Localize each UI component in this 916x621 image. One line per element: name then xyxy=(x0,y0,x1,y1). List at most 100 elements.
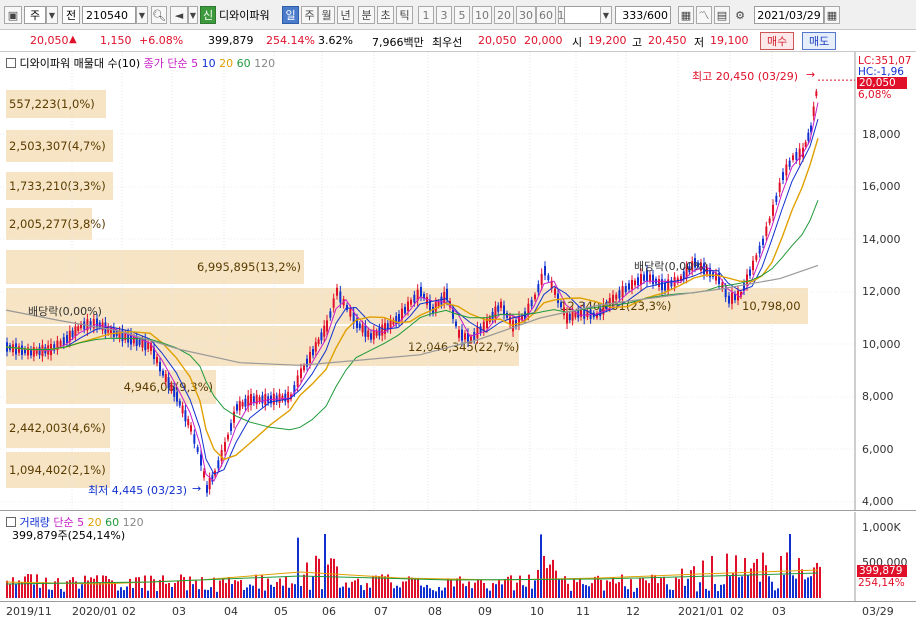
stock-name: 디와이파워 xyxy=(217,6,279,24)
volume-bar xyxy=(429,588,431,598)
buy-button[interactable]: 매수 xyxy=(760,32,795,50)
volume-bar xyxy=(291,583,293,598)
period-tab[interactable]: 초 xyxy=(377,6,394,24)
line-chart-icon[interactable]: 〽 xyxy=(696,6,712,24)
candle-body xyxy=(804,142,807,147)
high-label: 고 xyxy=(632,36,643,49)
volume-bar xyxy=(591,583,593,598)
volume-bar xyxy=(27,574,29,598)
sell-button[interactable]: 매도 xyxy=(802,32,837,50)
volume-bar xyxy=(621,574,623,598)
candle-body xyxy=(547,275,550,281)
ma5-label: 5 xyxy=(191,57,199,70)
stock-code-input[interactable]: 210540 xyxy=(82,6,136,24)
market-select[interactable]: 주 xyxy=(24,6,46,24)
market2-select[interactable]: 전 xyxy=(62,6,80,24)
candle-body xyxy=(92,319,95,329)
interval-dropdown-icon[interactable]: ▼ xyxy=(600,6,612,24)
interval-button[interactable]: 5 xyxy=(454,6,470,24)
interval-button[interactable]: 1 xyxy=(418,6,434,24)
volume-bar xyxy=(807,577,809,598)
volume-bar xyxy=(582,584,584,598)
speaker-icon[interactable]: ◄ xyxy=(170,6,188,24)
speaker-dropdown-icon[interactable]: ▼ xyxy=(188,6,198,24)
pane-icon[interactable] xyxy=(6,58,16,68)
volume-bar xyxy=(105,575,107,598)
price-chart-pane[interactable] xyxy=(0,52,916,511)
volume-bar xyxy=(588,586,590,598)
volume-bar xyxy=(123,590,125,598)
volume-bar xyxy=(522,585,524,598)
volume-bar xyxy=(219,580,221,598)
period-tab[interactable]: 월 xyxy=(318,6,335,24)
volume-bar xyxy=(45,577,47,598)
price-pane-header: 디와이파워 매물대 수(10) 종가 단순 5 10 20 60 120 xyxy=(6,55,275,71)
low-label: 저 xyxy=(694,36,705,49)
interval-button[interactable]: 10 xyxy=(472,6,492,24)
count-display[interactable]: 333/600 xyxy=(615,6,671,24)
volume-bar xyxy=(573,579,575,598)
candle-body xyxy=(486,318,488,328)
code-dropdown-icon[interactable]: ▼ xyxy=(136,6,148,24)
volume-bar xyxy=(465,586,467,598)
pane-icon[interactable] xyxy=(6,517,16,527)
volume-bar xyxy=(276,582,278,598)
interval-button[interactable]: 30 xyxy=(516,6,536,24)
interval-button[interactable]: 3 xyxy=(436,6,452,24)
candle-body xyxy=(521,315,523,321)
market-dropdown-icon[interactable]: ▼ xyxy=(46,6,58,24)
period-tab[interactable]: 년 xyxy=(337,6,354,24)
candle-body xyxy=(264,393,267,406)
volume-bar xyxy=(669,589,671,598)
candle-body xyxy=(785,164,788,176)
volume-bar xyxy=(363,590,365,598)
period-tab[interactable]: 주 xyxy=(301,6,318,24)
volume-bar xyxy=(426,584,428,598)
candle-body xyxy=(743,283,745,292)
interval-button[interactable]: 60 xyxy=(536,6,556,24)
volume-bar xyxy=(525,586,527,598)
candle-body xyxy=(150,342,152,351)
candle-body xyxy=(423,293,425,299)
date-input[interactable]: 2021/03/29 xyxy=(754,6,824,24)
new-badge-text: 신 xyxy=(202,9,214,22)
interval-button[interactable]: 20 xyxy=(494,6,514,24)
candle-body xyxy=(612,294,614,305)
volume-bar xyxy=(399,587,401,598)
search-icon[interactable]: 🔍︎ xyxy=(151,6,167,24)
candle-body xyxy=(812,106,815,116)
candle-body xyxy=(628,283,630,290)
period-tab[interactable]: 분 xyxy=(358,6,375,24)
candle-body xyxy=(792,155,794,161)
volume-bar xyxy=(636,587,638,598)
best-ask: 20,050 xyxy=(478,34,517,47)
volume-bar xyxy=(36,574,38,598)
volume-bar xyxy=(570,590,572,598)
calendar-icon[interactable]: ▦ xyxy=(824,6,840,24)
volume-bar xyxy=(192,584,194,598)
candle-body xyxy=(515,320,517,327)
settings-gear-icon[interactable]: ⚙ xyxy=(735,8,745,22)
period-tab[interactable]: 일 xyxy=(282,6,299,24)
window-menu-icon[interactable]: ▣ xyxy=(4,6,22,24)
volume-bar xyxy=(342,586,344,598)
volume-bar xyxy=(696,591,698,598)
save-icon[interactable]: ▤ xyxy=(714,6,730,24)
volume-bar xyxy=(183,577,185,598)
volume-pct: 254.14% xyxy=(266,34,315,47)
ma10-line xyxy=(5,118,819,475)
volume-bar xyxy=(564,576,566,598)
volume-bar xyxy=(819,566,821,598)
candle-body xyxy=(121,330,124,342)
grid-icon[interactable]: ▦ xyxy=(678,6,694,24)
candle-body xyxy=(571,311,574,321)
volume-bar xyxy=(204,589,206,598)
volume-bar xyxy=(93,578,95,598)
period-tab[interactable]: 틱 xyxy=(396,6,413,24)
volume-bar xyxy=(783,574,785,598)
candle-body xyxy=(443,291,446,304)
volume-bar xyxy=(630,579,632,598)
candle-body xyxy=(640,273,642,285)
candle-body xyxy=(410,299,412,305)
volume-bar xyxy=(645,580,647,598)
